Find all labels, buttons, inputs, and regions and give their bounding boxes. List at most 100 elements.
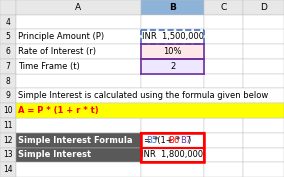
Text: 8: 8	[5, 77, 10, 86]
Bar	[141, 133, 204, 162]
Text: INR  1,800,000: INR 1,800,000	[141, 150, 204, 159]
Bar	[141, 133, 204, 147]
Bar	[243, 15, 284, 30]
Text: Simple Interest: Simple Interest	[18, 150, 91, 159]
Bar	[16, 30, 141, 44]
Text: 11: 11	[3, 121, 12, 130]
Bar	[16, 88, 284, 103]
Text: 6: 6	[5, 47, 10, 56]
Bar	[204, 44, 243, 59]
Bar	[16, 0, 141, 15]
Bar	[204, 0, 243, 15]
Bar	[141, 74, 204, 88]
Bar	[141, 44, 204, 59]
Bar	[16, 59, 141, 74]
Bar	[141, 30, 204, 44]
Bar	[204, 74, 243, 88]
Text: 14: 14	[3, 165, 12, 174]
Text: 5: 5	[5, 32, 10, 41]
Text: Time Frame (t): Time Frame (t)	[18, 62, 80, 71]
Bar	[204, 147, 243, 162]
Bar	[204, 15, 243, 30]
Bar	[0, 0, 16, 15]
Text: ): )	[187, 136, 190, 145]
Bar	[0, 59, 16, 74]
Bar	[204, 118, 243, 133]
Bar	[16, 88, 141, 103]
Bar	[16, 147, 141, 162]
Bar	[243, 133, 284, 147]
Text: B7: B7	[180, 136, 191, 145]
Text: B6: B6	[169, 136, 180, 145]
Bar	[0, 118, 16, 133]
Bar	[204, 88, 243, 103]
Bar	[0, 15, 16, 30]
Bar	[204, 30, 243, 44]
Bar	[243, 147, 284, 162]
Bar	[141, 30, 204, 44]
Bar	[243, 88, 284, 103]
Bar	[243, 59, 284, 74]
Text: *(1+: *(1+	[154, 136, 174, 145]
Bar	[16, 30, 141, 44]
Text: A = P * (1 + r * t): A = P * (1 + r * t)	[18, 106, 99, 115]
Bar	[141, 59, 204, 74]
Bar	[204, 133, 243, 147]
Bar	[141, 103, 204, 118]
Bar	[0, 88, 16, 103]
Bar	[0, 147, 16, 162]
Bar	[141, 15, 204, 30]
Bar	[141, 88, 204, 103]
Text: 10%: 10%	[163, 47, 182, 56]
Bar	[243, 162, 284, 177]
Bar	[16, 133, 141, 147]
Bar	[243, 74, 284, 88]
Bar	[16, 133, 141, 147]
Text: 7: 7	[5, 62, 10, 71]
Bar	[243, 103, 284, 118]
Bar	[16, 147, 141, 162]
Text: =: =	[143, 136, 150, 145]
Bar	[16, 15, 141, 30]
Text: 2: 2	[170, 62, 175, 71]
Bar	[141, 118, 204, 133]
Bar	[0, 30, 16, 44]
Bar	[243, 44, 284, 59]
Bar	[141, 44, 204, 59]
Bar	[16, 44, 141, 59]
Bar	[243, 118, 284, 133]
Text: Simple Interest is calculated using the formula given below: Simple Interest is calculated using the …	[18, 91, 268, 100]
Text: 9: 9	[5, 91, 10, 100]
Bar	[0, 44, 16, 59]
Bar	[243, 0, 284, 15]
Bar	[16, 44, 141, 59]
Text: D: D	[260, 3, 267, 12]
Bar	[0, 133, 16, 147]
Bar	[141, 59, 204, 74]
Bar	[204, 162, 243, 177]
Text: C: C	[220, 3, 227, 12]
Bar	[0, 103, 16, 118]
Text: 13: 13	[3, 150, 12, 159]
Text: *: *	[176, 136, 180, 145]
Text: A: A	[75, 3, 81, 12]
Bar	[16, 118, 141, 133]
Text: Simple Interest Formula: Simple Interest Formula	[18, 136, 132, 145]
Text: Principle Amount (P): Principle Amount (P)	[18, 32, 104, 41]
Bar	[141, 0, 204, 15]
Bar	[141, 162, 204, 177]
Bar	[0, 162, 16, 177]
Text: Rate of Interest (r): Rate of Interest (r)	[18, 47, 96, 56]
Text: INR  1,500,000: INR 1,500,000	[141, 32, 204, 41]
Text: 12: 12	[3, 136, 12, 145]
Bar	[141, 133, 204, 147]
Bar	[243, 30, 284, 44]
Bar	[16, 59, 141, 74]
Bar	[204, 103, 243, 118]
Text: B: B	[169, 3, 176, 12]
Text: 4: 4	[5, 18, 10, 27]
Bar	[16, 103, 141, 118]
Text: B5: B5	[147, 136, 158, 145]
Bar	[16, 103, 284, 118]
Bar	[141, 147, 204, 162]
